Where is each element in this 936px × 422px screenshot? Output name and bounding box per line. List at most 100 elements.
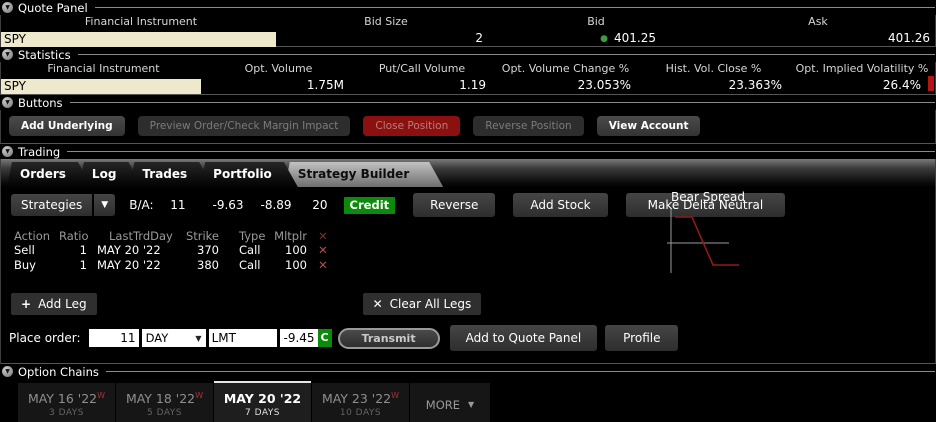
add-underlying-button[interactable]: Add Underlying	[9, 116, 125, 136]
tif-select[interactable]: DAY ▼	[141, 329, 206, 347]
profile-button[interactable]: Profile	[605, 325, 679, 351]
place-order-row: Place order: DAY ▼ C Transmit Add to Quo…	[1, 325, 679, 351]
instrument-input[interactable]	[1, 78, 201, 94]
leg-mltplr: 100	[285, 258, 307, 272]
section-title-option-chains: Option Chains	[18, 364, 99, 379]
quantity-input[interactable]	[88, 329, 139, 347]
strategy-builder-panel: Strategies ▼ B/A: 11 -9.63 -8.89 20 Cred…	[1, 187, 935, 363]
expiry-tab-may16[interactable]: MAY 16 '22W 3 DAYS	[18, 383, 115, 422]
order-type-input[interactable]	[208, 329, 277, 347]
col-header-hist-vol-close: Hist. Vol. Close %	[665, 62, 762, 75]
tab-portfolio[interactable]: Portfolio	[200, 162, 298, 187]
strategies-button[interactable]: Strategies	[11, 194, 93, 216]
plus-icon: +	[21, 297, 32, 311]
more-label: MORE	[425, 397, 461, 412]
leg-strike[interactable]: 370	[197, 243, 219, 257]
section-rule	[77, 54, 935, 55]
add-leg-label: Add Leg	[38, 297, 87, 311]
leg-type[interactable]: Call	[239, 258, 261, 272]
leg-strike[interactable]: 380	[197, 258, 219, 272]
close-position-button[interactable]: Close Position	[363, 116, 461, 136]
tif-value: DAY	[145, 331, 169, 345]
trading-header: ▼ Trading	[0, 144, 936, 159]
limit-price-input[interactable]	[279, 329, 318, 347]
credit-flag-toggle[interactable]: C	[317, 329, 332, 347]
statistics-body: Financial Instrument Opt. Volume Put/Cal…	[0, 62, 936, 95]
leg-action[interactable]: Buy	[14, 258, 36, 272]
bid-size-value: 2	[475, 30, 483, 45]
option-chains-header: ▼ Option Chains	[0, 364, 936, 379]
clear-all-legs-button[interactable]: ✕ Clear All Legs	[362, 293, 482, 315]
strategy-preview: Bear Spread	[665, 190, 785, 277]
quote-row-spy: 2 ● 401.25 401.26	[1, 28, 935, 47]
add-stock-button[interactable]: Add Stock	[513, 193, 608, 217]
col-header-opt-volume: Opt. Volume	[244, 62, 313, 75]
expiry-tab-may18[interactable]: MAY 18 '22W 5 DAYS	[116, 383, 213, 422]
collapse-icon[interactable]: ▼	[2, 366, 13, 377]
leg-type[interactable]: Call	[239, 243, 261, 257]
expiry-tab-may23[interactable]: MAY 23 '22W 10 DAYS	[312, 383, 409, 422]
strategies-dropdown-icon[interactable]: ▼	[94, 194, 116, 216]
collapse-icon[interactable]: ▼	[2, 97, 13, 108]
leg-lasttrdday[interactable]: MAY 20 '22	[97, 258, 161, 272]
add-to-quote-panel-button[interactable]: Add to Quote Panel	[449, 325, 598, 351]
view-account-button[interactable]: View Account	[596, 116, 701, 136]
collapse-icon[interactable]: ▼	[2, 2, 13, 13]
make-delta-neutral-button[interactable]: Make Delta Neutral	[625, 193, 786, 217]
collapse-icon[interactable]: ▼	[2, 49, 13, 60]
preview-order-button[interactable]: Preview Order/Check Margin Impact	[137, 116, 351, 136]
col-header-opt-volume-change: Opt. Volume Change %	[501, 62, 630, 75]
put-call-volume-value: 1.19	[459, 77, 486, 92]
spread-bid-size: 11	[170, 198, 186, 212]
leg-ratio[interactable]: 1	[79, 243, 87, 257]
tick-up-dot-icon: ●	[600, 33, 608, 44]
trading-tab-bar: Orders Log Trades Portfolio Strategy Bui…	[1, 159, 935, 187]
remove-all-column-icon[interactable]: ✕	[318, 229, 328, 243]
instrument-input[interactable]	[1, 31, 276, 47]
transmit-button[interactable]: Transmit	[337, 327, 440, 349]
spread-ask: -8.89	[260, 198, 292, 212]
leg-row: Sell 1 MAY 20 '22 370 Call 100 ✕	[11, 243, 333, 258]
credit-badge: Credit	[343, 196, 396, 214]
expiry-tab-may20[interactable]: MAY 20 '22 7 DAYS	[214, 381, 311, 422]
section-rule	[105, 371, 935, 372]
section-title-quote-panel: Quote Panel	[18, 0, 88, 15]
reverse-position-button[interactable]: Reverse Position	[473, 116, 584, 136]
col-header-bid-size: Bid Size	[364, 15, 408, 28]
collapse-icon[interactable]: ▼	[2, 146, 13, 157]
remove-leg-icon[interactable]: ✕	[318, 243, 328, 257]
col-header-financial-instrument: Financial Instrument	[47, 62, 160, 75]
expiry-date: MAY 23 '22	[321, 391, 392, 406]
ask-value: 401.26	[888, 30, 930, 45]
leg-col-strike: Strike	[185, 229, 219, 243]
leg-action[interactable]: Sell	[14, 243, 35, 257]
leg-ratio[interactable]: 1	[79, 258, 87, 272]
expiry-date: MAY 16 '22	[27, 391, 98, 406]
strategy-toolbar: Strategies ▼ B/A: 11 -9.63 -8.89 20 Cred…	[1, 192, 935, 218]
buttons-section: ▼ Buttons Add Underlying Preview Order/C…	[0, 95, 936, 144]
reverse-button[interactable]: Reverse	[413, 193, 496, 217]
more-expiries-button[interactable]: MORE ▼	[410, 383, 490, 422]
leg-col-ratio: Ratio	[59, 229, 89, 243]
legs-table-header: Action Ratio LastTrdDay Strike Type Mltp…	[11, 229, 333, 243]
hist-vol-close-value: 23.363%	[728, 77, 782, 92]
weekly-flag: W	[391, 391, 400, 400]
chevron-down-icon: ▼	[195, 333, 202, 343]
col-header-opt-implied-volatility: Opt. Implied Volatility %	[795, 62, 929, 75]
leg-lasttrdday[interactable]: MAY 20 '22	[97, 243, 161, 257]
tab-orders[interactable]: Orders	[7, 162, 92, 187]
tab-trades[interactable]: Trades	[129, 162, 213, 187]
col-header-bid: Bid	[587, 15, 605, 28]
remove-leg-icon[interactable]: ✕	[318, 258, 328, 272]
col-header-put-call-volume: Put/Call Volume	[378, 62, 466, 75]
leg-col-lasttrdday: LastTrdDay	[109, 229, 173, 243]
buttons-body: Add Underlying Preview Order/Check Margi…	[0, 110, 936, 144]
days-to-expiry: 7 DAYS	[244, 408, 281, 418]
bid-value: ● 401.25	[491, 31, 701, 45]
add-leg-button[interactable]: + Add Leg	[11, 293, 97, 315]
section-rule	[67, 151, 935, 152]
leg-col-mltplr: Mltplr	[274, 229, 307, 243]
tab-strategy-builder[interactable]: Strategy Builder	[285, 162, 443, 187]
trading-section: ▼ Trading Orders Log Trades Portfolio St…	[0, 144, 936, 364]
quote-panel-section: ▼ Quote Panel Financial Instrument Bid S…	[0, 0, 936, 47]
